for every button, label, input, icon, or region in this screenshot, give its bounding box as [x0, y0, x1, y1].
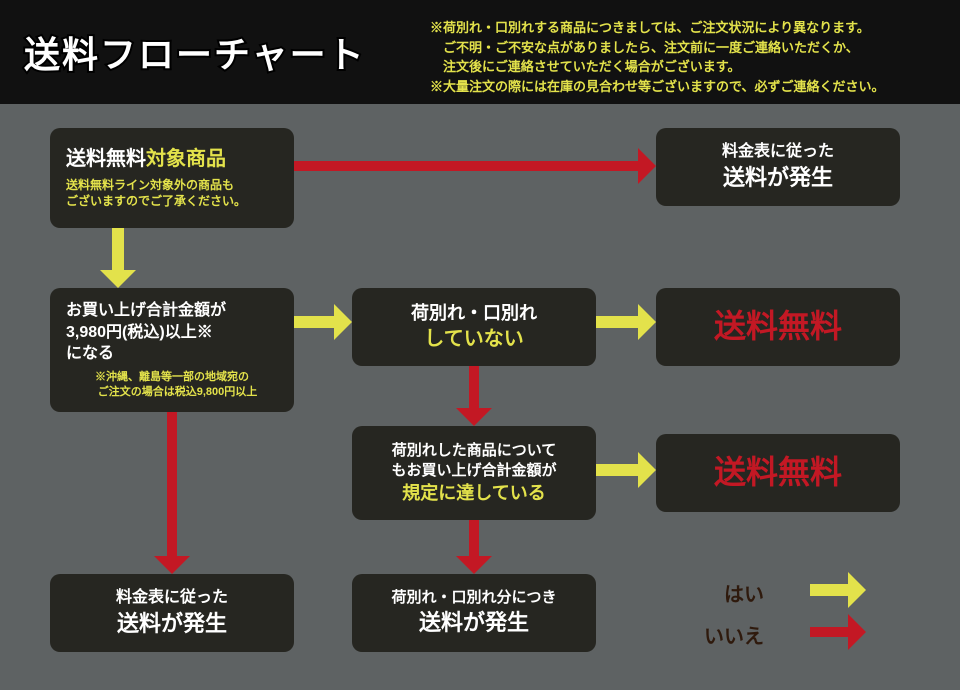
node-amount-line: 3,980円(税込)以上※: [66, 322, 278, 344]
node-fee_table_top-line: 送料が発生: [672, 163, 884, 193]
flowchart-stage: 送料フローチャート ※荷別れ・口別れする商品につきましては、ご注文状況により異なり…: [0, 0, 960, 690]
legend-no-label: いいえ: [704, 620, 764, 649]
node-fee_left-line: 料金表に従った: [66, 587, 278, 609]
node-not_split: 荷別れ・口別れしていない: [352, 288, 596, 366]
header-notes: ※荷別れ・口別れする商品につきましては、ご注文状況により異なります。 ご不明・ご…: [430, 18, 884, 96]
node-amount-line: になる: [66, 343, 278, 365]
node-amount-line: お買い上げ合計金額が: [66, 300, 278, 322]
header-note-line: ※荷別れ・口別れする商品につきましては、ご注文状況により異なります。: [430, 18, 884, 38]
node-start-line: ございますのでご了承ください。: [66, 193, 278, 209]
node-start-line: 対象商品: [146, 148, 226, 170]
node-fee_table_top-line: 料金表に従った: [672, 141, 884, 163]
node-free2-line: 送料無料: [672, 451, 884, 494]
node-start-line: 送料無料: [66, 148, 146, 170]
legend-yes-label: はい: [724, 578, 764, 607]
node-inline-row: 送料無料対象商品: [66, 147, 278, 171]
node-split_ok: 荷別れした商品についてもお買い上げ合計金額が規定に達している: [352, 426, 596, 520]
node-split_ok-line: 規定に達している: [368, 481, 580, 505]
node-fee_split-line: 送料が発生: [368, 608, 580, 638]
node-fee_split-line: 荷別れ・口別れ分につき: [368, 588, 580, 608]
node-split_ok-line: もお買い上げ合計金額が: [368, 461, 580, 481]
header-note-line: ※大量注文の際には在庫の見合わせ等ございますので、必ずご連絡ください。: [430, 77, 884, 97]
node-not_split-line: していない: [368, 326, 580, 353]
node-fee_table_top: 料金表に従った送料が発生: [656, 128, 900, 206]
page-title: 送料フローチャート: [24, 26, 366, 78]
node-start-line: 送料無料ライン対象外の商品も: [66, 177, 278, 193]
header-note-line: ご不明・ご不安な点がありましたら、注文前に一度ご連絡いただくか、: [430, 38, 884, 58]
node-amount: お買い上げ合計金額が3,980円(税込)以上※になる ※沖縄、離島等一部の地域宛の…: [50, 288, 294, 412]
node-fee_left: 料金表に従った送料が発生: [50, 574, 294, 652]
node-not_split-line: 荷別れ・口別れ: [368, 301, 580, 325]
node-start: 送料無料対象商品送料無料ライン対象外の商品もございますのでご了承ください。: [50, 128, 294, 228]
node-fee_left-line: 送料が発生: [66, 609, 278, 639]
header-note-line: 注文後にご連絡させていただく場合がございます。: [430, 57, 884, 77]
node-free1: 送料無料: [656, 288, 900, 366]
node-fee_split: 荷別れ・口別れ分につき送料が発生: [352, 574, 596, 652]
node-amount-line: ※沖縄、離島等一部の地域宛の: [66, 370, 278, 385]
node-amount-line: ご注文の場合は税込9,800円以上: [66, 385, 278, 400]
node-split_ok-line: 荷別れした商品について: [368, 441, 580, 461]
node-free1-line: 送料無料: [672, 305, 884, 348]
node-free2: 送料無料: [656, 434, 900, 512]
